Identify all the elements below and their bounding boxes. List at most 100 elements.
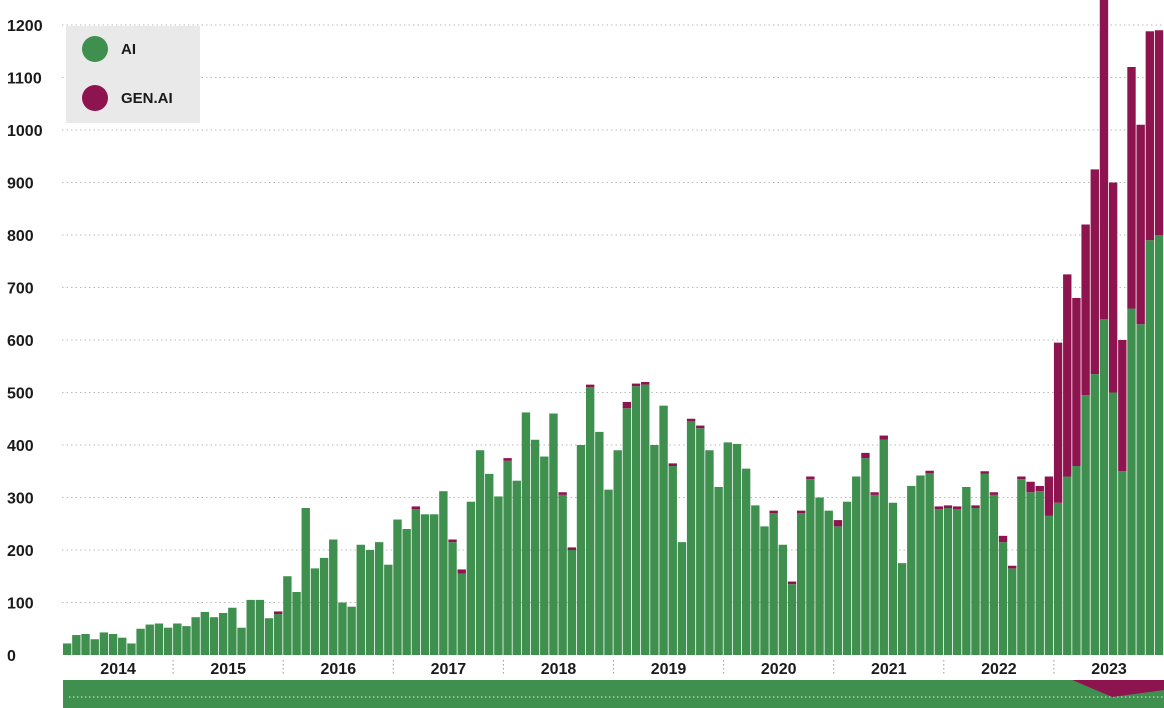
bar-gen-ai (787, 581, 797, 585)
gridlines (62, 24, 1164, 603)
bar-ai (209, 617, 219, 655)
bar-gen-ai (769, 510, 778, 514)
bar-ai (861, 458, 870, 656)
bar-ai (1035, 491, 1044, 655)
bar-ai (154, 623, 164, 655)
bar-ai (319, 557, 329, 656)
bar-ai (897, 563, 907, 656)
bar-ai (127, 643, 136, 655)
bar-ai (475, 450, 485, 655)
bar-gen-ai (989, 492, 999, 495)
bar-ai (668, 466, 677, 655)
bar-ai (173, 623, 182, 655)
bar-ai (503, 460, 512, 655)
bar-ai (741, 468, 751, 656)
bar-ai (870, 494, 879, 656)
bar-ai (466, 501, 476, 655)
bar-ai (237, 627, 246, 655)
bar-ai (163, 627, 173, 655)
legend-gen-ai-marker (82, 85, 108, 111)
bar-gen-ai (457, 569, 466, 574)
bar-ai (63, 643, 72, 655)
bar-ai (329, 539, 338, 655)
bar-ai (916, 475, 925, 655)
y-tick-label: 600 (7, 333, 34, 350)
bar-ai (191, 617, 200, 655)
year-label: 2020 (761, 661, 797, 678)
bar-ai (1090, 374, 1099, 656)
bar-ai (540, 456, 549, 655)
bar-ai (613, 450, 622, 655)
bar-gen-ai (861, 452, 870, 459)
bar-ai (879, 439, 888, 655)
bar-ai (833, 526, 843, 656)
bar-ai (677, 542, 687, 656)
bar-ai (1154, 235, 1164, 655)
bar-ai (118, 637, 127, 655)
bar-ai (907, 485, 916, 655)
bar-ai (1108, 392, 1118, 655)
bar-ai (971, 508, 980, 655)
bar-ai (998, 542, 1008, 656)
bar-ai (934, 509, 944, 655)
bar-ai (338, 602, 347, 655)
bar-ai (549, 413, 558, 655)
bar-gen-ai (1044, 476, 1054, 516)
bar-gen-ai (641, 382, 650, 385)
bar-gen-ai (1108, 182, 1118, 393)
bar-ai (512, 480, 521, 655)
bar-ai (576, 445, 586, 655)
bar-ai (760, 526, 769, 656)
bar-ai (292, 592, 301, 655)
bar-gen-ai (806, 476, 815, 480)
bar-ai (604, 489, 613, 656)
bar-ai (778, 544, 788, 655)
year-label: 2022 (981, 661, 1017, 678)
bar-ai (145, 624, 154, 655)
bar-ai (769, 513, 778, 655)
bars (63, 0, 1164, 656)
bar-gen-ai (1008, 565, 1017, 569)
year-label: 2016 (321, 661, 357, 678)
bar-ai (99, 632, 109, 655)
y-tick-label: 200 (7, 543, 34, 560)
bar-gen-ai (1063, 274, 1072, 477)
bar-ai (347, 606, 356, 655)
bar-ai (943, 508, 953, 655)
y-tick-label: 100 (7, 596, 34, 613)
bar-ai (925, 473, 934, 655)
legend-gen-ai-label: GEN.AI (121, 90, 173, 107)
bar-gen-ai (1026, 481, 1035, 493)
bar-ai (301, 508, 310, 655)
y-tick-label: 400 (7, 438, 34, 455)
bar-ai (283, 576, 292, 655)
bar-ai (842, 501, 852, 655)
bar-gen-ai (1099, 0, 1109, 320)
bar-ai (732, 443, 742, 655)
bar-ai (595, 431, 604, 656)
bar-ai (530, 439, 540, 655)
bar-ai (723, 442, 732, 656)
bar-gen-ai (668, 463, 677, 467)
bar-ai (1118, 471, 1127, 655)
bar-ai (622, 408, 632, 655)
bar-ai (485, 473, 494, 656)
bar-ai (200, 611, 210, 655)
bar-gen-ai (971, 505, 980, 509)
y-tick-label: 1100 (7, 71, 42, 88)
year-label: 2018 (541, 661, 577, 678)
bar-ai (218, 613, 228, 655)
range-selector-track[interactable] (63, 680, 1164, 708)
bar-ai (521, 412, 531, 655)
bar-ai (659, 405, 668, 656)
bar-ai (806, 479, 815, 656)
bar-ai (108, 634, 118, 655)
bar-gen-ai (1053, 342, 1063, 503)
bar-ai (393, 519, 402, 655)
legend: AI GEN.AI (66, 26, 200, 123)
bar-ai (989, 494, 999, 656)
bar-gen-ai (1127, 67, 1136, 309)
bar-ai (696, 428, 705, 655)
bar-gen-ai (567, 547, 577, 551)
range-selector[interactable] (63, 680, 1164, 708)
